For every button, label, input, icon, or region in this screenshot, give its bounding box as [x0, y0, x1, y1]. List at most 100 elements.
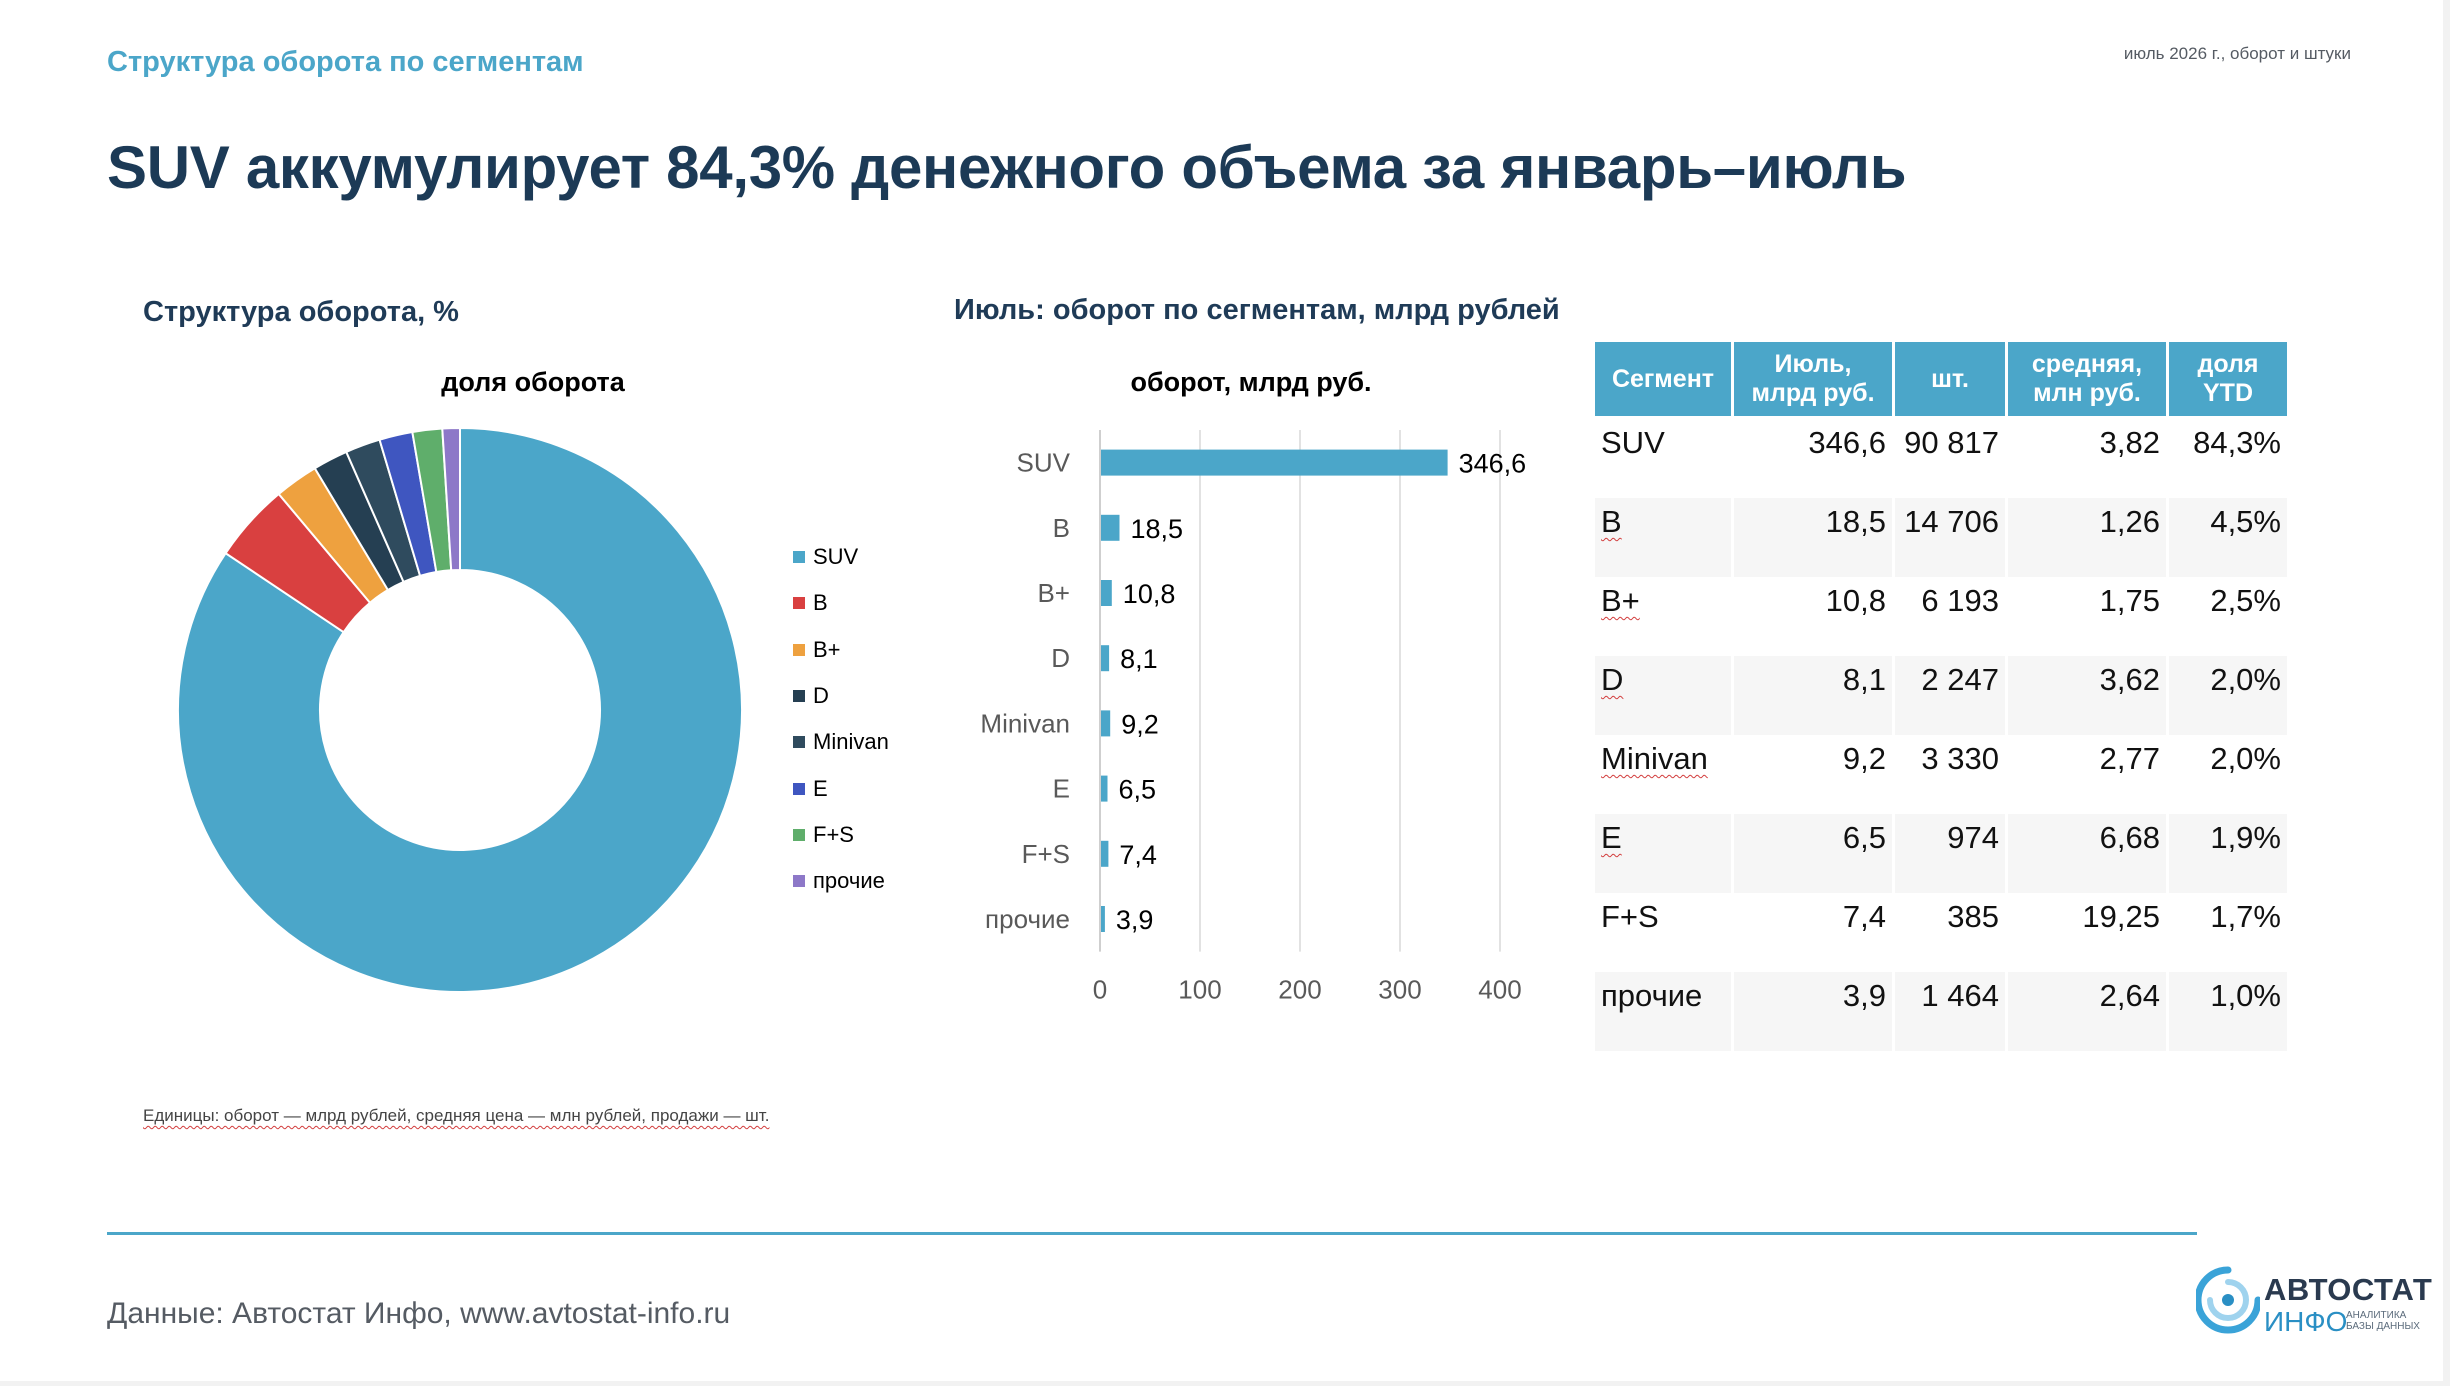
cell-units: 90 817: [1904, 425, 1999, 460]
date-note: июль 2026 г., оборот и штуки: [2123, 44, 2351, 63]
cell-segment: B: [1595, 498, 1731, 577]
col-header-july: Июль, млрд руб.: [1734, 342, 1892, 419]
donut-chart: [177, 426, 743, 993]
data-label: 10,8: [1123, 579, 1176, 609]
legend-item-b-plus: B+: [793, 627, 889, 673]
legend-label: B+: [813, 636, 841, 662]
cell-segment: Minivan: [1595, 735, 1731, 814]
category-label: SUV: [1017, 448, 1071, 478]
cell-units: 385: [1947, 899, 1999, 934]
avtostat-logo: АВТОСТАТ ИНФО АНАЛИТИКА БАЗЫ ДАННЫХ: [2196, 1262, 2432, 1342]
cell-segment-text: D: [1601, 662, 1624, 697]
x-tick-label: 300: [1378, 975, 1421, 1005]
cell-segment-text: B: [1601, 504, 1622, 539]
cell-avg: 3,82: [2099, 425, 2160, 460]
cell-avg: 1,26: [2008, 498, 2166, 577]
cell-share: 1,0%: [2169, 972, 2287, 1051]
legend-swatch: [793, 643, 805, 656]
category-label: F+S: [1022, 839, 1070, 869]
cell-july: 6,5: [1734, 814, 1892, 893]
cell-july: 7,4: [1842, 899, 1886, 934]
legend-swatch: [793, 597, 805, 610]
cell-avg: 2,77: [2099, 741, 2160, 776]
category-label: E: [1053, 774, 1070, 804]
cell-july: 10,8: [1825, 583, 1886, 618]
data-label: 9,2: [1121, 709, 1159, 739]
cell-july: 8,1: [1734, 656, 1892, 735]
x-tick-label: 200: [1278, 975, 1321, 1005]
cell-share: 2,5%: [2210, 583, 2281, 618]
legend-label: B: [813, 590, 828, 616]
cell-segment: D: [1595, 656, 1731, 735]
donut-slice-suv: [177, 426, 743, 993]
legend-label: E: [813, 775, 828, 801]
table-row: B 18,5 14 706 1,26 4,5%: [1595, 498, 2287, 577]
table-row: B+ 10,8 6 193 1,75 2,5%: [1595, 577, 2287, 656]
logo-swirl-icon: [2196, 1266, 2260, 1334]
legend-item-b: B: [793, 580, 889, 626]
cell-units: 2 247: [1895, 656, 2005, 735]
legend-swatch: [793, 551, 805, 564]
col-header-share: доля YTD: [2169, 342, 2287, 419]
bar-suv: [1101, 449, 1448, 476]
table-row: Minivan 9,2 3 330 2,77 2,0%: [1595, 735, 2287, 814]
cell-segment: SUV: [1601, 425, 1665, 460]
cell-july: 3,9: [1734, 972, 1892, 1051]
bar-section-title: Июль: оборот по сегментам, млрд рублей: [954, 294, 1560, 326]
legend-item-e: E: [793, 765, 889, 811]
bar-minivan: [1101, 710, 1111, 737]
donut-chart-title: доля оборота: [441, 367, 625, 397]
cell-segment-text: B+: [1601, 583, 1640, 618]
units-note: Единицы: оборот — млрд рублей, средняя ц…: [143, 1106, 770, 1125]
cell-units: 974: [1895, 814, 2005, 893]
data-label: 3,9: [1116, 905, 1154, 935]
cell-july: 9,2: [1842, 741, 1886, 776]
section-kicker: Структура оборота по сегментам: [107, 46, 584, 78]
data-label: 18,5: [1131, 514, 1184, 544]
cell-share: 84,3%: [2193, 425, 2281, 460]
legend-item-suv: SUV: [793, 534, 889, 580]
col-header-units: шт.: [1895, 342, 2005, 419]
data-label: 8,1: [1120, 644, 1158, 674]
source-note: Данные: Автостат Инфо, www.avtostat-info…: [107, 1297, 731, 1330]
data-label: 6,5: [1119, 775, 1157, 805]
footer-divider: [107, 1232, 2197, 1235]
cell-avg: 1,75: [2099, 583, 2160, 618]
legend-swatch: [793, 736, 805, 749]
cell-avg: 19,25: [2082, 899, 2160, 934]
page-title: SUV аккумулирует 84,3% денежного объема …: [107, 134, 1907, 201]
cell-segment: прочие: [1595, 972, 1731, 1051]
cell-avg: 6,68: [2008, 814, 2166, 893]
legend-item-прочие: прочие: [793, 858, 889, 904]
category-label: Minivan: [980, 708, 1070, 738]
donut-slice-прочие: [441, 426, 461, 572]
cell-share: 4,5%: [2169, 498, 2287, 577]
x-tick-label: 400: [1478, 975, 1521, 1005]
data-label: 7,4: [1119, 840, 1157, 870]
category-label: B+: [1037, 578, 1070, 608]
legend-swatch: [793, 690, 805, 703]
x-tick-label: 100: [1178, 975, 1221, 1005]
data-label: 346,6: [1459, 449, 1527, 479]
legend-label: Minivan: [813, 729, 889, 755]
cell-share: 2,0%: [2210, 741, 2281, 776]
legend-label: D: [813, 683, 829, 709]
bar-d: [1101, 645, 1110, 672]
cell-segment: E: [1595, 814, 1731, 893]
legend-swatch: [793, 828, 805, 841]
cell-share: 1,9%: [2169, 814, 2287, 893]
legend-item-d: D: [793, 673, 889, 719]
legend-item-f-pluss: F+S: [793, 812, 889, 858]
cell-share: 1,7%: [2210, 899, 2281, 934]
donut-legend: SUV B B+ D Minivan E F+S прочие: [793, 534, 889, 904]
table-row: SUV 346,6 90 817 3,82 84,3%: [1595, 419, 2287, 498]
col-header-avg: средняя, млн руб.: [2008, 342, 2166, 419]
legend-item-minivan: Minivan: [793, 719, 889, 765]
legend-swatch: [793, 782, 805, 795]
bar-e: [1101, 775, 1108, 802]
legend-label: SUV: [813, 544, 859, 570]
x-tick-label: 0: [1093, 975, 1107, 1005]
col-header-segment: Сегмент: [1595, 342, 1731, 419]
cell-units: 14 706: [1895, 498, 2005, 577]
